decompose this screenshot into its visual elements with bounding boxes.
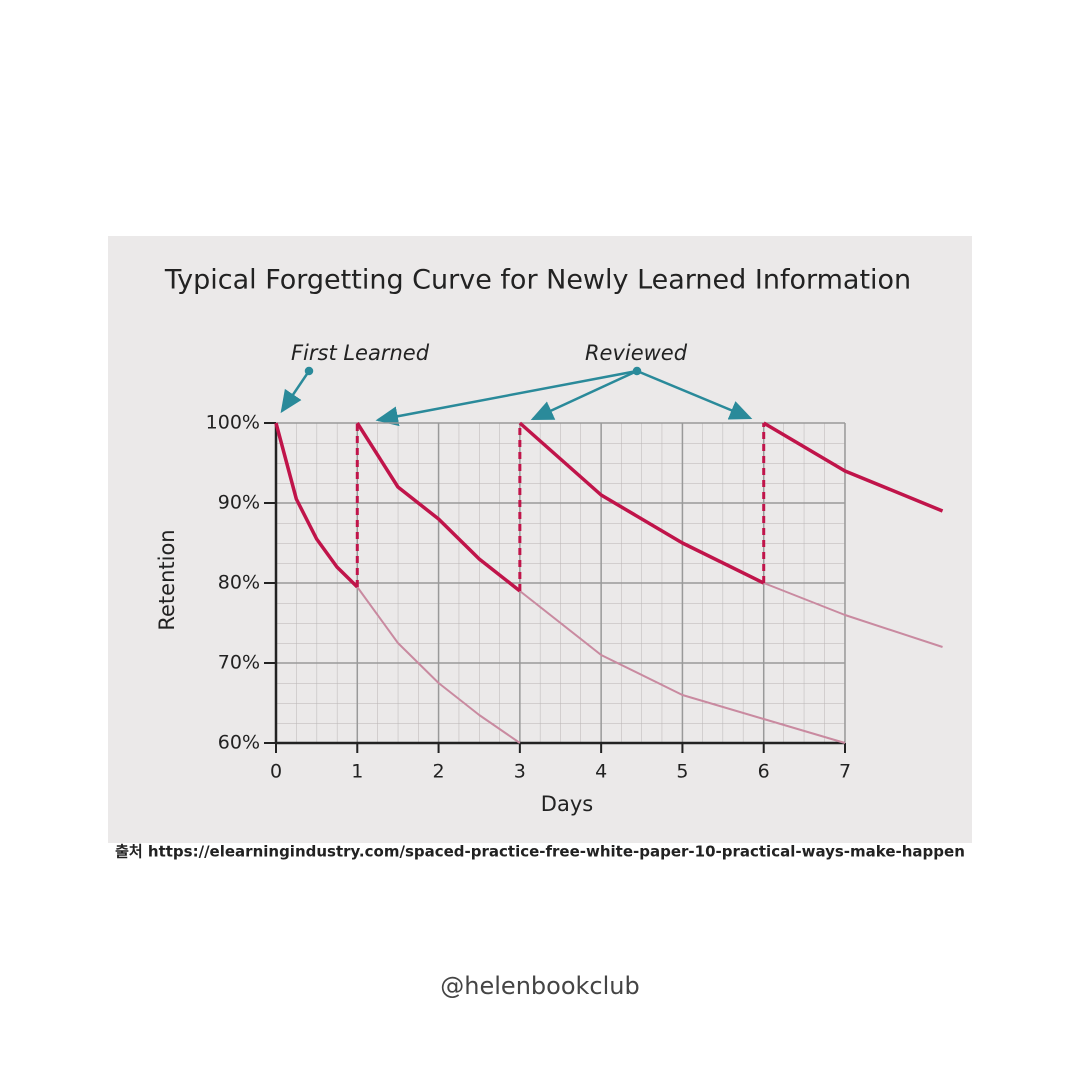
x-tick-label: 4	[595, 761, 607, 783]
annotation: Reviewed	[585, 341, 688, 365]
arrows	[280, 366, 753, 427]
handle: @helenbookclub	[440, 972, 639, 1000]
curve	[763, 582, 943, 648]
curve	[274, 422, 359, 589]
x-tick-label: 5	[676, 761, 688, 783]
y-tick-label: 90%	[218, 492, 260, 514]
y-tick-label: 100%	[206, 412, 260, 434]
y-axis-label: Retention	[155, 529, 179, 630]
x-tick-label: 0	[270, 761, 282, 783]
curve	[356, 586, 521, 744]
x-tick-label: 2	[433, 761, 445, 783]
curve	[519, 590, 846, 744]
y-tick-label: 60%	[218, 732, 260, 754]
x-tick-label: 1	[351, 761, 363, 783]
source: 출처 https://elearningindustry.com/spaced-…	[115, 843, 965, 861]
y-tick-label: 80%	[218, 572, 260, 594]
x-tick-label: 7	[839, 761, 851, 783]
curve	[355, 422, 521, 593]
y-tick-label: 70%	[218, 652, 260, 674]
x-axis-label: Days	[541, 792, 593, 816]
annotation: First Learned	[291, 341, 430, 365]
x-tick-label: 6	[758, 761, 770, 783]
curve	[518, 421, 765, 585]
curve	[762, 421, 944, 513]
chart-title: Typical Forgetting Curve for Newly Learn…	[164, 265, 911, 296]
x-tick-label: 3	[514, 761, 526, 783]
